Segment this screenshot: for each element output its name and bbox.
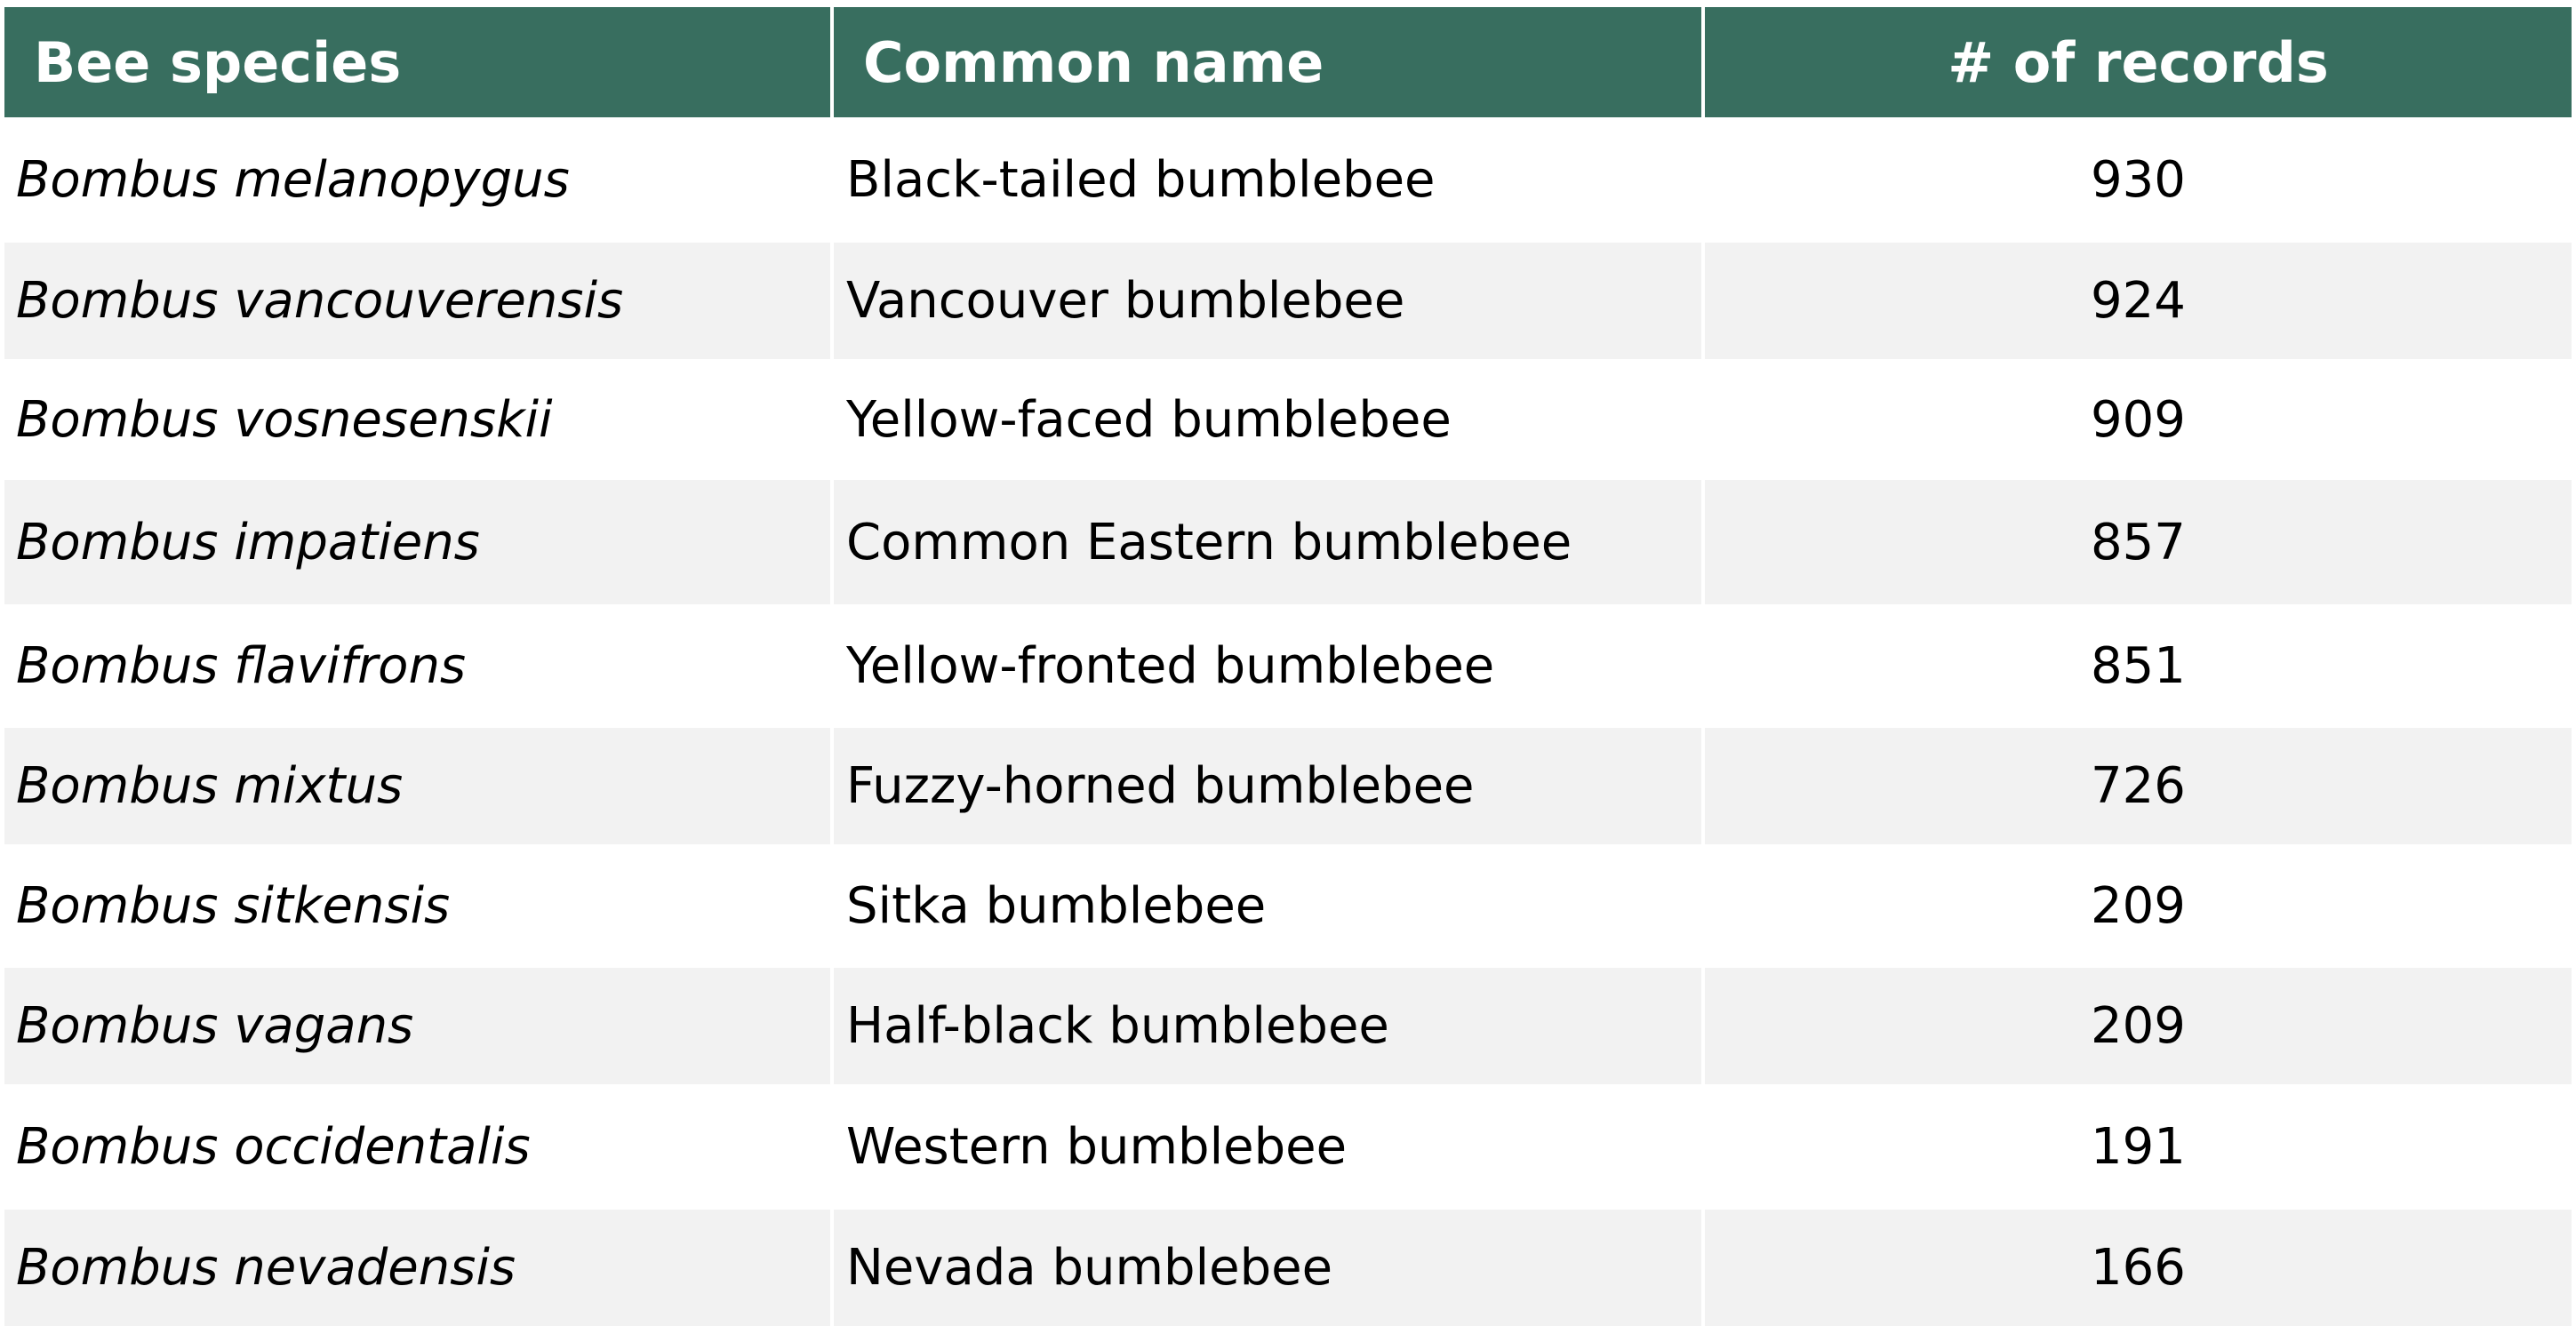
records-cell: 930 xyxy=(1703,117,2572,243)
common-name-cell: Nevada bumblebee xyxy=(832,1210,1705,1326)
table-row: Bombus vosnesenskii Yellow-faced bumbleb… xyxy=(4,359,2572,480)
table-row: Bombus nevadensis Nevada bumblebee 166 xyxy=(4,1210,2572,1326)
species-cell: Bombus sitkensis xyxy=(4,844,834,968)
bee-records-table-container: Bee species Common name # of records Bom… xyxy=(4,7,2572,1326)
common-name-cell: Fuzzy-horned bumblebee xyxy=(832,728,1705,844)
records-cell: 209 xyxy=(1703,844,2572,968)
records-cell: 726 xyxy=(1703,728,2572,844)
records-cell: 166 xyxy=(1703,1210,2572,1326)
species-cell: Bombus vosnesenskii xyxy=(4,359,834,480)
records-cell: 191 xyxy=(1703,1084,2572,1210)
species-cell: Bombus vancouverensis xyxy=(4,243,834,359)
table-row: Bombus vagans Half-black bumblebee 209 xyxy=(4,968,2572,1084)
common-name-cell: Yellow-fronted bumblebee xyxy=(832,604,1705,728)
common-name-cell: Black-tailed bumblebee xyxy=(832,117,1705,243)
table-row: Bombus impatiens Common Eastern bumblebe… xyxy=(4,480,2572,604)
species-cell: Bombus flavifrons xyxy=(4,604,834,728)
table-row: Bombus vancouverensis Vancouver bumblebe… xyxy=(4,243,2572,359)
records-cell: 909 xyxy=(1703,359,2572,480)
species-cell: Bombus impatiens xyxy=(4,480,834,604)
common-name-cell: Vancouver bumblebee xyxy=(832,243,1705,359)
species-cell: Bombus melanopygus xyxy=(4,117,834,243)
header-common-name: Common name xyxy=(832,7,1705,117)
bee-records-table: Bee species Common name # of records Bom… xyxy=(4,7,2572,1326)
records-cell: 851 xyxy=(1703,604,2572,728)
common-name-cell: Yellow-faced bumblebee xyxy=(832,359,1705,480)
species-cell: Bombus nevadensis xyxy=(4,1210,834,1326)
table-row: Bombus melanopygus Black-tailed bumblebe… xyxy=(4,117,2572,243)
table-header: Bee species Common name # of records xyxy=(4,7,2572,117)
header-records-count: # of records xyxy=(1703,7,2572,117)
common-name-cell: Western bumblebee xyxy=(832,1084,1705,1210)
table-row: Bombus sitkensis Sitka bumblebee 209 xyxy=(4,844,2572,968)
species-cell: Bombus vagans xyxy=(4,968,834,1084)
table-body: Bombus melanopygus Black-tailed bumblebe… xyxy=(4,117,2572,1326)
header-bee-species: Bee species xyxy=(4,7,834,117)
table-row: Bombus flavifrons Yellow-fronted bumbleb… xyxy=(4,604,2572,728)
header-row: Bee species Common name # of records xyxy=(4,7,2572,117)
records-cell: 209 xyxy=(1703,968,2572,1084)
species-cell: Bombus mixtus xyxy=(4,728,834,844)
table-row: Bombus mixtus Fuzzy-horned bumblebee 726 xyxy=(4,728,2572,844)
records-cell: 924 xyxy=(1703,243,2572,359)
common-name-cell: Sitka bumblebee xyxy=(832,844,1705,968)
species-cell: Bombus occidentalis xyxy=(4,1084,834,1210)
common-name-cell: Common Eastern bumblebee xyxy=(832,480,1705,604)
table-row: Bombus occidentalis Western bumblebee 19… xyxy=(4,1084,2572,1210)
records-cell: 857 xyxy=(1703,480,2572,604)
common-name-cell: Half-black bumblebee xyxy=(832,968,1705,1084)
